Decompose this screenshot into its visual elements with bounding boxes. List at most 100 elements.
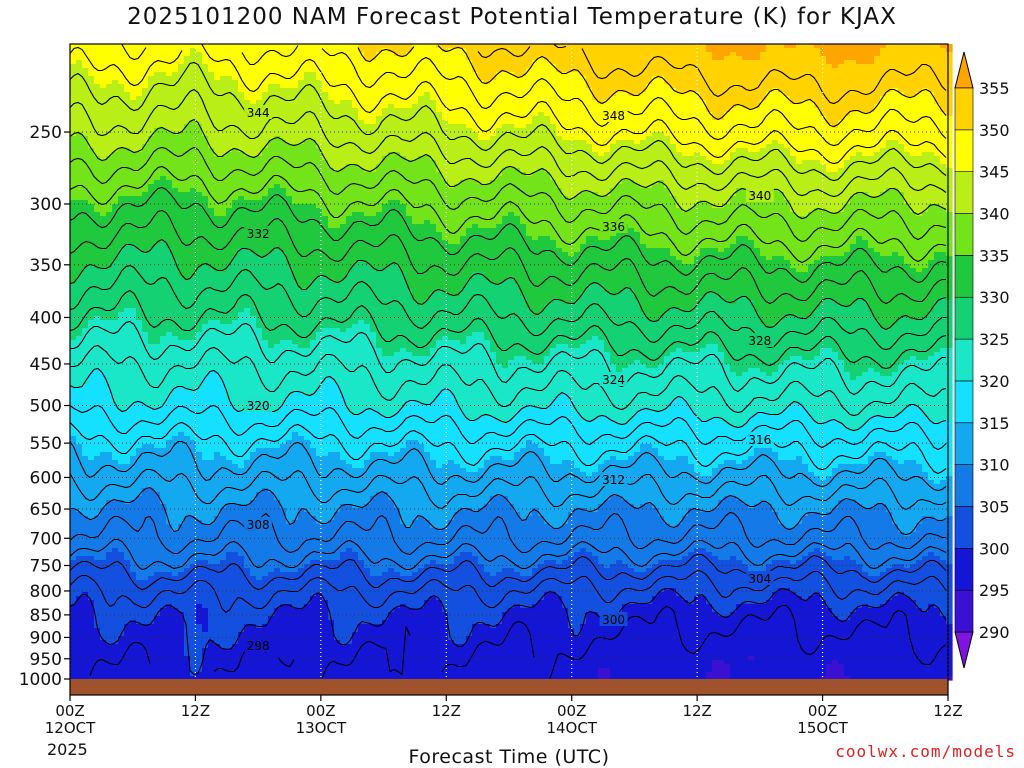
theta-cell [94, 576, 101, 581]
theta-cell [76, 60, 83, 65]
theta-cell [214, 384, 221, 389]
theta-cell [226, 324, 233, 329]
theta-cell [208, 52, 215, 57]
theta-cell [154, 216, 161, 221]
theta-cell [190, 572, 197, 577]
theta-cell [88, 380, 95, 385]
theta-cell [226, 108, 233, 113]
theta-cell [244, 100, 251, 105]
theta-cell [190, 284, 197, 289]
theta-cell [148, 424, 155, 429]
theta-cell [106, 432, 113, 437]
theta-cell [202, 216, 209, 221]
theta-cell [160, 108, 167, 113]
theta-cell [202, 536, 209, 541]
theta-cell [250, 436, 257, 441]
theta-cell [106, 356, 113, 361]
theta-cell [118, 404, 125, 409]
theta-cell [238, 124, 245, 129]
theta-cell [184, 156, 191, 161]
theta-cell [88, 200, 95, 205]
theta-cell [142, 148, 149, 153]
theta-cell [232, 144, 239, 149]
theta-cell [250, 80, 257, 85]
theta-cell [142, 628, 149, 633]
theta-cell [154, 168, 161, 173]
theta-cell [100, 524, 107, 529]
theta-cell [136, 108, 143, 113]
theta-cell [220, 172, 227, 177]
theta-cell [226, 540, 233, 545]
theta-cell [196, 460, 203, 465]
theta-cell [172, 628, 179, 633]
theta-cell [196, 184, 203, 189]
theta-cell [214, 408, 221, 413]
theta-cell [100, 508, 107, 513]
theta-cell [94, 396, 101, 401]
theta-cell [190, 184, 197, 189]
theta-cell [76, 600, 83, 605]
theta-cell [184, 120, 191, 125]
theta-cell [226, 376, 233, 381]
theta-cell [82, 236, 89, 241]
theta-cell [214, 612, 221, 617]
theta-cell [238, 664, 245, 669]
theta-cell [250, 240, 257, 245]
theta-cell [148, 64, 155, 69]
theta-cell [202, 288, 209, 293]
theta-cell [136, 112, 143, 117]
theta-cell [250, 212, 257, 217]
theta-cell [94, 108, 101, 113]
theta-cell [202, 240, 209, 245]
theta-cell [214, 168, 221, 173]
theta-cell [250, 340, 257, 345]
theta-cell [124, 624, 131, 629]
theta-cell [130, 384, 137, 389]
theta-cell [220, 276, 227, 281]
theta-cell [196, 352, 203, 357]
theta-cell [148, 432, 155, 437]
theta-cell [190, 480, 197, 485]
theta-cell [190, 676, 197, 681]
theta-cell [196, 132, 203, 137]
theta-cell [172, 404, 179, 409]
theta-cell [76, 636, 83, 641]
theta-cell [100, 300, 107, 305]
theta-cell [154, 52, 161, 57]
theta-cell [124, 164, 131, 169]
theta-cell [160, 196, 167, 201]
theta-cell [208, 148, 215, 153]
theta-cell [154, 96, 161, 101]
theta-cell [184, 220, 191, 225]
theta-cell [94, 52, 101, 57]
theta-cell [166, 528, 173, 533]
theta-cell [232, 456, 239, 461]
theta-cell [244, 668, 251, 673]
theta-cell [208, 592, 215, 597]
theta-cell [244, 44, 251, 49]
theta-cell [220, 492, 227, 497]
theta-cell [178, 176, 185, 181]
theta-cell [130, 584, 137, 589]
theta-cell [172, 468, 179, 473]
theta-cell [226, 408, 233, 413]
theta-cell [190, 268, 197, 273]
theta-cell [220, 480, 227, 485]
theta-cell [154, 152, 161, 157]
theta-cell [196, 572, 203, 577]
theta-cell [214, 436, 221, 441]
theta-cell [166, 556, 173, 561]
theta-cell [196, 464, 203, 469]
theta-cell [232, 520, 239, 525]
theta-cell [208, 408, 215, 413]
theta-cell [88, 288, 95, 293]
theta-cell [238, 232, 245, 237]
theta-cell [226, 208, 233, 213]
theta-cell [70, 452, 77, 457]
theta-cell [166, 676, 173, 681]
theta-cell [184, 480, 191, 485]
theta-cell [232, 556, 239, 561]
theta-cell [190, 124, 197, 129]
theta-cell [214, 88, 221, 93]
theta-cell [202, 304, 209, 309]
